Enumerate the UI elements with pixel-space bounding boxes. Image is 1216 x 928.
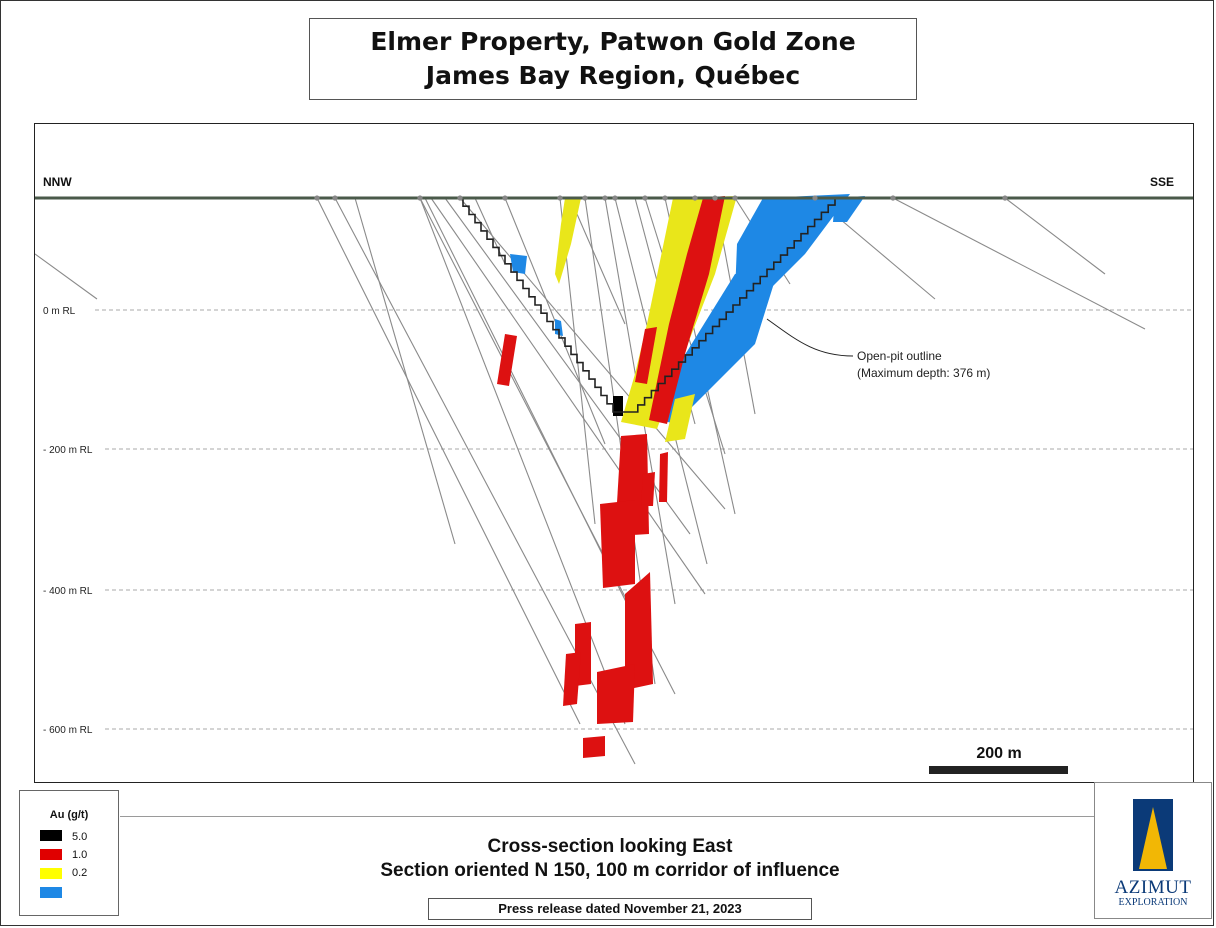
drill-hole-21 [1004, 197, 1106, 275]
press-release-box: Press release dated November 21, 2023 [428, 898, 812, 920]
title-line-1: Elmer Property, Patwon Gold Zone [370, 27, 856, 56]
zone-red-high-grade [497, 196, 725, 758]
red-zone-east-2 [641, 472, 655, 506]
drill-collar-1 [314, 195, 320, 201]
title-line-2: James Bay Region, Québec [425, 61, 801, 90]
caption-line-2: Section oriented N 150, 100 m corridor o… [380, 860, 840, 881]
scale-bar-label: 200 m [976, 745, 1021, 762]
legend-label-1: 1.0 [72, 849, 88, 861]
yellow-zone-tail [665, 394, 695, 442]
red-zone-mid-2 [600, 500, 635, 588]
drill-hole-6 [430, 197, 706, 595]
drill-collar-14 [732, 195, 738, 201]
blue-zone-sliver [833, 196, 865, 222]
drill-hole-23 [569, 197, 626, 325]
drill-collar-8 [602, 195, 608, 201]
drill-collar-2 [332, 195, 338, 201]
drill-hole-8 [459, 197, 726, 510]
drill-collar-6 [557, 195, 563, 201]
red-zone-deep [583, 736, 605, 758]
logo-gold-triangle [1139, 807, 1167, 869]
open-pit-outline [457, 197, 836, 413]
drill-collar-12 [692, 195, 698, 201]
drill-collar-9 [612, 195, 618, 201]
zone-black-very-high-grade [613, 396, 623, 416]
logo-word-azimut: AZIMUT [1114, 877, 1192, 898]
legend-swatch-low [40, 887, 62, 898]
cross-section-drawing: 0 m RL - 200 m RL - 400 m RL - 600 m RL … [35, 175, 1193, 774]
depth-label-600: - 600 m RL [43, 725, 93, 736]
legend-swatch-1 [40, 849, 62, 860]
drill-collar-4 [457, 195, 463, 201]
red-zone-west [497, 334, 517, 386]
drill-collar-13 [712, 195, 718, 201]
red-zone-lower-2 [597, 664, 635, 724]
caption-divider [120, 816, 1094, 817]
depth-label-200: - 200 m RL [43, 445, 93, 456]
blue-zone-small-pit [555, 319, 563, 336]
blue-zone-small-left [510, 254, 527, 274]
depth-label-0: 0 m RL [43, 306, 76, 317]
grade-legend: Au (g/t) 5.0 1.0 0.2 [19, 790, 119, 916]
drill-collar-11 [662, 195, 668, 201]
drill-collar-16 [890, 195, 896, 201]
legend-label-5: 5.0 [72, 831, 88, 843]
drill-hole-3 [419, 197, 626, 725]
logo-word-exploration: EXPLORATION [1118, 897, 1188, 908]
drill-collar-10 [642, 195, 648, 201]
red-zone-lower-1 [625, 572, 653, 690]
drill-hole-20 [892, 197, 1146, 330]
pit-annotation-leader [766, 318, 854, 357]
drill-collar-7 [582, 195, 588, 201]
drill-collars [314, 195, 1008, 201]
drill-hole-1 [316, 197, 581, 725]
drill-hole-26 [354, 197, 456, 545]
legend-title: Au (g/t) [49, 809, 89, 821]
scale-bar [929, 766, 1068, 774]
legend-swatch-02 [40, 868, 62, 879]
cross-section-panel: 0 m RL - 200 m RL - 400 m RL - 600 m RL … [34, 123, 1194, 783]
legend-label-02: 0.2 [72, 867, 88, 879]
drill-collar-15 [812, 195, 818, 201]
red-zone-strip [635, 327, 657, 384]
drill-collar-17 [1002, 195, 1008, 201]
red-zone-east-1 [659, 452, 668, 502]
caption-line-1: Cross-section looking East [487, 836, 733, 857]
pit-annotation-line-2: (Maximum depth: 376 m) [857, 366, 990, 380]
drill-hole-25 [474, 197, 506, 265]
legend-swatch-5 [40, 830, 62, 841]
azimut-logo-mark [1133, 799, 1173, 871]
drill-hole-22 [35, 253, 98, 300]
red-zone-core-upper [649, 196, 725, 424]
title-box: Elmer Property, Patwon Gold Zone James B… [309, 18, 917, 100]
direction-sse: SSE [1150, 175, 1174, 189]
pit-annotation-line-1: Open-pit outline [857, 349, 942, 363]
blue-zone-lower [647, 264, 780, 424]
red-zone-lower-4 [563, 652, 581, 706]
drill-collar-3 [417, 195, 423, 201]
drill-collar-5 [502, 195, 508, 201]
yellow-zone-left-streak [555, 198, 581, 284]
direction-nnw: NNW [43, 175, 72, 189]
azimut-logo: AZIMUT EXPLORATION [1094, 782, 1212, 919]
depth-label-400: - 400 m RL [43, 586, 93, 597]
